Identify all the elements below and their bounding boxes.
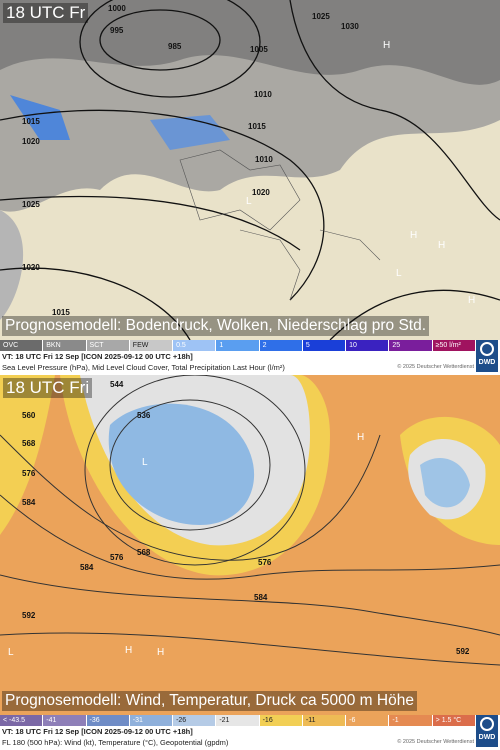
contour-label: 584	[254, 593, 268, 602]
map-title: Prognosemodell: Bodendruck, Wolken, Nied…	[2, 316, 430, 336]
pressure-symbol: H	[410, 230, 418, 241]
description: FL 180 (500 hPa): Wind (kt), Temperature…	[2, 738, 229, 747]
pressure-symbol: L	[246, 196, 252, 207]
isobar-label: 1010	[254, 90, 272, 99]
legend-entry: OVC	[0, 340, 44, 351]
dwd-logo: DWD	[476, 340, 498, 372]
map-title: Prognosemodell: Wind, Temperatur, Druck …	[2, 691, 417, 711]
legend-entry: 25	[389, 340, 433, 351]
isobar-label: 1015	[248, 122, 266, 131]
legend-entry: 1	[216, 340, 260, 351]
legend-entry: -26	[173, 715, 217, 726]
logo-text: DWD	[478, 734, 496, 741]
contour-label: 584	[22, 498, 36, 507]
upper-air-map	[0, 375, 500, 715]
legend-entry: -1	[389, 715, 433, 726]
contour-label: 568	[137, 548, 151, 557]
contour-label: 592	[22, 611, 36, 620]
isobar-label: 1020	[252, 188, 270, 197]
legend: OVC BKN SCT FEW 0.5 1 2 5 10 25 ≥50 l/m²	[0, 340, 476, 351]
isobar-label: 995	[110, 26, 124, 35]
contour-label: 536	[137, 411, 151, 420]
contour-label: 584	[80, 563, 94, 572]
legend-entry: BKN	[43, 340, 87, 351]
isobar-label: 1015	[22, 117, 40, 126]
copyright: © 2025 Deutscher Wetterdienst	[397, 739, 474, 745]
logo-text: DWD	[478, 359, 496, 366]
contour-label: 576	[258, 558, 272, 567]
legend-entry: < -43.5	[0, 715, 44, 726]
legend-entry: -36	[86, 715, 130, 726]
legend-entry: 10	[346, 340, 390, 351]
contour-label: 576	[22, 469, 36, 478]
legend-entry: 0.5	[173, 340, 217, 351]
legend-entry: -31	[129, 715, 174, 726]
legend-entry: FEW	[129, 340, 174, 351]
dwd-logo: DWD	[476, 715, 498, 747]
legend-entry: ≥50 l/m²	[432, 340, 476, 351]
pressure-symbol: H	[357, 432, 365, 443]
time-label: 18 UTC Fr	[3, 3, 89, 23]
contour-label: 560	[22, 411, 36, 420]
isobar-label: 1025	[312, 12, 330, 21]
legend-entry: 5	[302, 340, 347, 351]
isobar-label: 1010	[255, 155, 273, 164]
legend-entry: -16	[259, 715, 303, 726]
copyright: © 2025 Deutscher Wetterdienst	[397, 364, 474, 370]
pressure-symbol: H	[438, 240, 446, 251]
isobar-label: 1000	[108, 4, 126, 13]
pressure-symbol: H	[125, 645, 133, 656]
contour-label: 544	[110, 380, 124, 389]
pressure-symbol: L	[396, 268, 402, 279]
description: Sea Level Pressure (hPa), Mid Level Clou…	[2, 363, 285, 372]
pressure-symbol: L	[142, 457, 148, 468]
pressure-panel: 1000 995 985 1005 1010 1015 1010 1020 10…	[0, 0, 500, 372]
legend-entry: -6	[346, 715, 390, 726]
legend-entry: -21	[216, 715, 260, 726]
contour-label: 568	[22, 439, 36, 448]
time-label: 18 UTC Fri	[3, 378, 93, 398]
isobar-label: 985	[168, 42, 182, 51]
contour-label: 592	[456, 647, 470, 656]
isobar-label: 1030	[341, 22, 359, 31]
legend-entry: -41	[43, 715, 87, 726]
isobar-label: 1015	[52, 308, 70, 317]
contour-label: 576	[110, 553, 124, 562]
upper-air-panel: 544 536 560 568 576 584 568 576 584 584 …	[0, 375, 500, 750]
pressure-symbol: L	[8, 647, 14, 658]
legend-entry: 2	[259, 340, 303, 351]
legend-entry: SCT	[86, 340, 130, 351]
isobar-label: 1025	[22, 200, 40, 209]
isobar-label: 1020	[22, 137, 40, 146]
legend-entry: > 1.5 °C	[432, 715, 476, 726]
legend: < -43.5 -41 -36 -31 -26 -21 -16 -11 -6 -1 > 1.5 °C	[0, 715, 476, 726]
isobar-label: 1005	[250, 45, 268, 54]
valid-time: VT: 18 UTC Fri 12 Sep [ICON 2025-09-12 0…	[2, 727, 193, 736]
pressure-map	[0, 0, 500, 340]
legend-entry: -11	[302, 715, 347, 726]
pressure-symbol: H	[383, 40, 391, 51]
isobar-label: 1020	[22, 263, 40, 272]
pressure-symbol: H	[468, 295, 476, 306]
pressure-symbol: H	[157, 647, 165, 658]
valid-time: VT: 18 UTC Fri 12 Sep [ICON 2025-09-12 0…	[2, 352, 193, 361]
